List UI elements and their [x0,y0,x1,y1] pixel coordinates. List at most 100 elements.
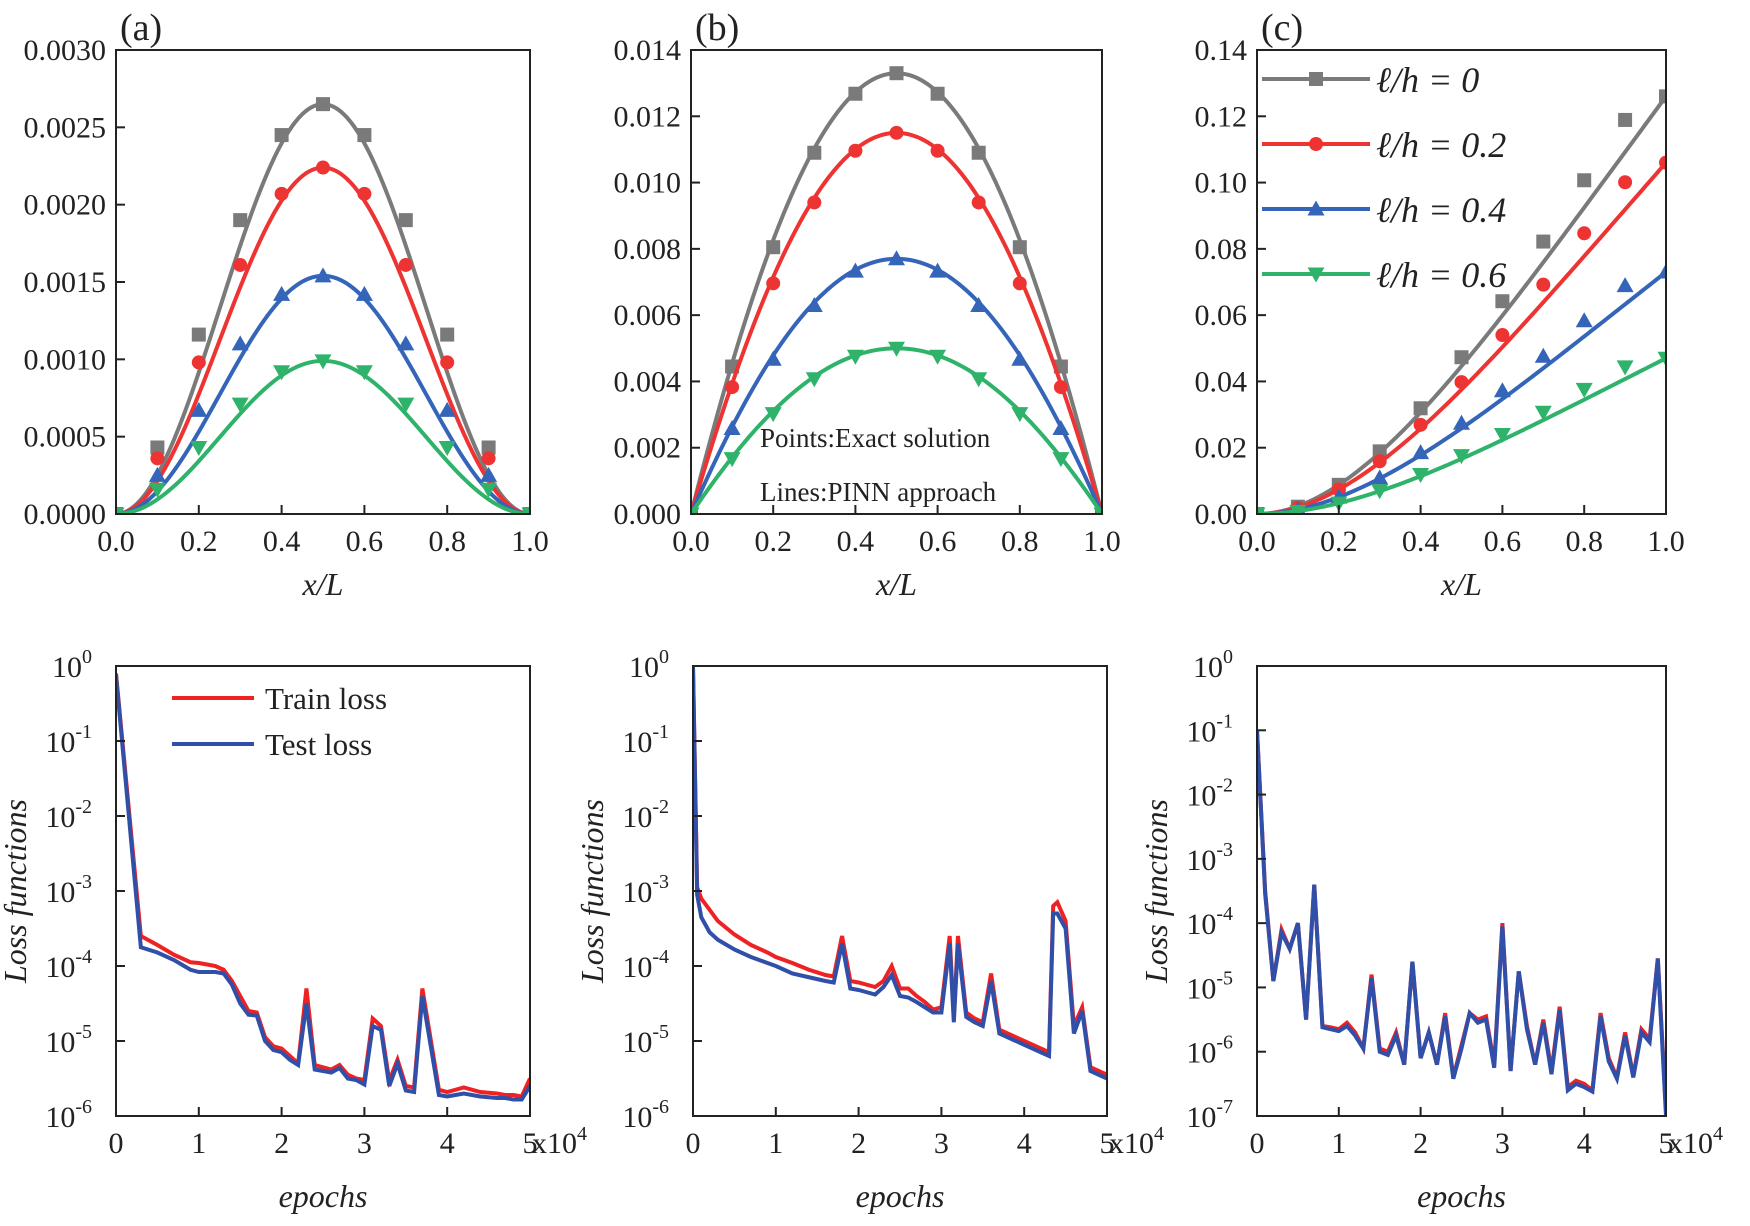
x-tick-label: 0.4 [263,525,301,558]
data-point [1454,350,1469,365]
data-point [970,372,988,388]
y-tick-label: 100 [629,646,669,684]
data-point [1330,496,1348,512]
y-tick-label: 10-4 [45,946,92,984]
y-tick-label: 0.08 [1195,233,1248,266]
y-tick-label: 10-3 [45,871,92,909]
data-point [1052,452,1070,468]
data-point [481,451,496,466]
legend-label: ℓ/h = 0 [1376,60,1479,100]
x-multiplier-base: x10 [1109,1127,1154,1160]
series-line [1257,270,1666,514]
data-point [440,355,455,370]
y-tick-label: 10-2 [1186,775,1233,813]
y-tick-exponent: -4 [1216,903,1233,925]
series-group [691,66,1102,514]
loss-series-group [693,666,1107,1081]
y-tick-label: 10-1 [45,721,92,759]
data-point [1257,507,1266,514]
data-point [190,440,208,456]
data-point [116,507,125,514]
data-point [314,267,332,283]
y-tick-exponent: -6 [1216,1032,1233,1054]
x-tick-label: 0.4 [837,525,875,558]
y-tick-label: 10-6 [45,1096,92,1134]
data-point [691,507,700,514]
data-point [1289,504,1307,514]
y-tick-label: 100 [1193,646,1233,684]
legend-marker [1309,137,1323,151]
data-point [970,297,988,313]
data-point [1493,427,1511,443]
data-point [846,262,864,278]
y-tick-exponent: -5 [75,1021,92,1043]
y-tick-label: 0.000 [614,498,682,531]
x-tick-label: 1 [768,1127,783,1160]
data-point [233,257,248,272]
y-tick-label: 10-2 [622,796,669,834]
y-tick-base: 10 [622,1026,652,1059]
data-point [888,250,905,266]
x-multiplier: x104 [1109,1123,1164,1160]
test-loss-line [1257,730,1666,1116]
y-tick-exponent: -4 [652,946,669,968]
data-point [480,482,498,498]
data-point [1011,350,1029,366]
x-tick-label: 5 [523,1127,538,1160]
data-point [274,128,289,143]
train-loss-line [693,666,1107,1077]
y-axis-label: Loss functions [0,799,33,984]
data-point [231,335,249,351]
x-tick-label: 2 [1413,1127,1428,1160]
y-tick-label: 10-5 [1186,967,1233,1005]
data-point [723,419,741,435]
data-point [1495,328,1510,343]
panel-label: (a) [120,7,162,49]
x-multiplier-base: x10 [1668,1127,1713,1160]
y-tick-label: 10-2 [45,796,92,834]
y-tick-base: 10 [1186,972,1216,1005]
x-tick-label: 4 [1017,1127,1032,1160]
data-point [929,349,947,365]
y-tick-label: 0.10 [1195,167,1248,200]
loss-legend-label: Train loss [265,681,387,716]
data-point [1495,294,1510,309]
x-multiplier: x104 [532,1123,587,1160]
chart-c-displacement: 0.0 0.2 0.4 0.6 0.8 1.0 0.00 0.02 0.04 0.06 0.08 0.… [1195,7,1685,602]
y-tick-label: 0.0010 [24,343,107,376]
y-tick-base: 10 [45,876,75,909]
annotation-points: Points:Exact solution [760,423,991,453]
data-point [807,145,822,160]
data-point [1616,277,1634,293]
x-tick-label: 0.2 [180,525,218,558]
x-tick-label: 0.0 [97,525,135,558]
data-point [1371,469,1389,485]
legend-label: ℓ/h = 0.6 [1376,255,1506,295]
legend-marker [1307,267,1325,283]
x-tick-label: 0.2 [754,525,792,558]
data-point [357,128,372,143]
chart-a-displacement: 0.0 0.2 0.4 0.6 0.8 1.0 0.0000 0.0005 0.0010 0.00… [24,7,549,602]
x-tick-label: 4 [1577,1127,1592,1160]
y-tick-exponent: -2 [75,796,92,818]
x-tick-label: 0.0 [1238,525,1276,558]
y-tick-exponent: -5 [1216,967,1233,989]
x-tick-label: 0.6 [919,525,957,558]
y-tick-exponent: -1 [75,721,92,743]
test-loss-line [693,666,1107,1081]
x-tick-label: 0 [1250,1127,1265,1160]
y-tick-label: 0.0015 [24,266,107,299]
y-tick-label: 100 [52,646,92,684]
y-tick-label: 10-5 [622,1021,669,1059]
data-point [398,257,413,272]
data-point [848,143,863,158]
series-line [1257,95,1666,514]
panel-label: (b) [695,7,739,49]
x-tick-label: 0.2 [1320,525,1358,558]
data-point [807,195,822,210]
data-point [1053,380,1068,395]
annotation-lines: Lines:PINN approach [760,477,997,507]
data-point [481,440,496,455]
x-tick-label: 0.8 [1001,525,1039,558]
x-tick-label: 0.0 [672,525,710,558]
